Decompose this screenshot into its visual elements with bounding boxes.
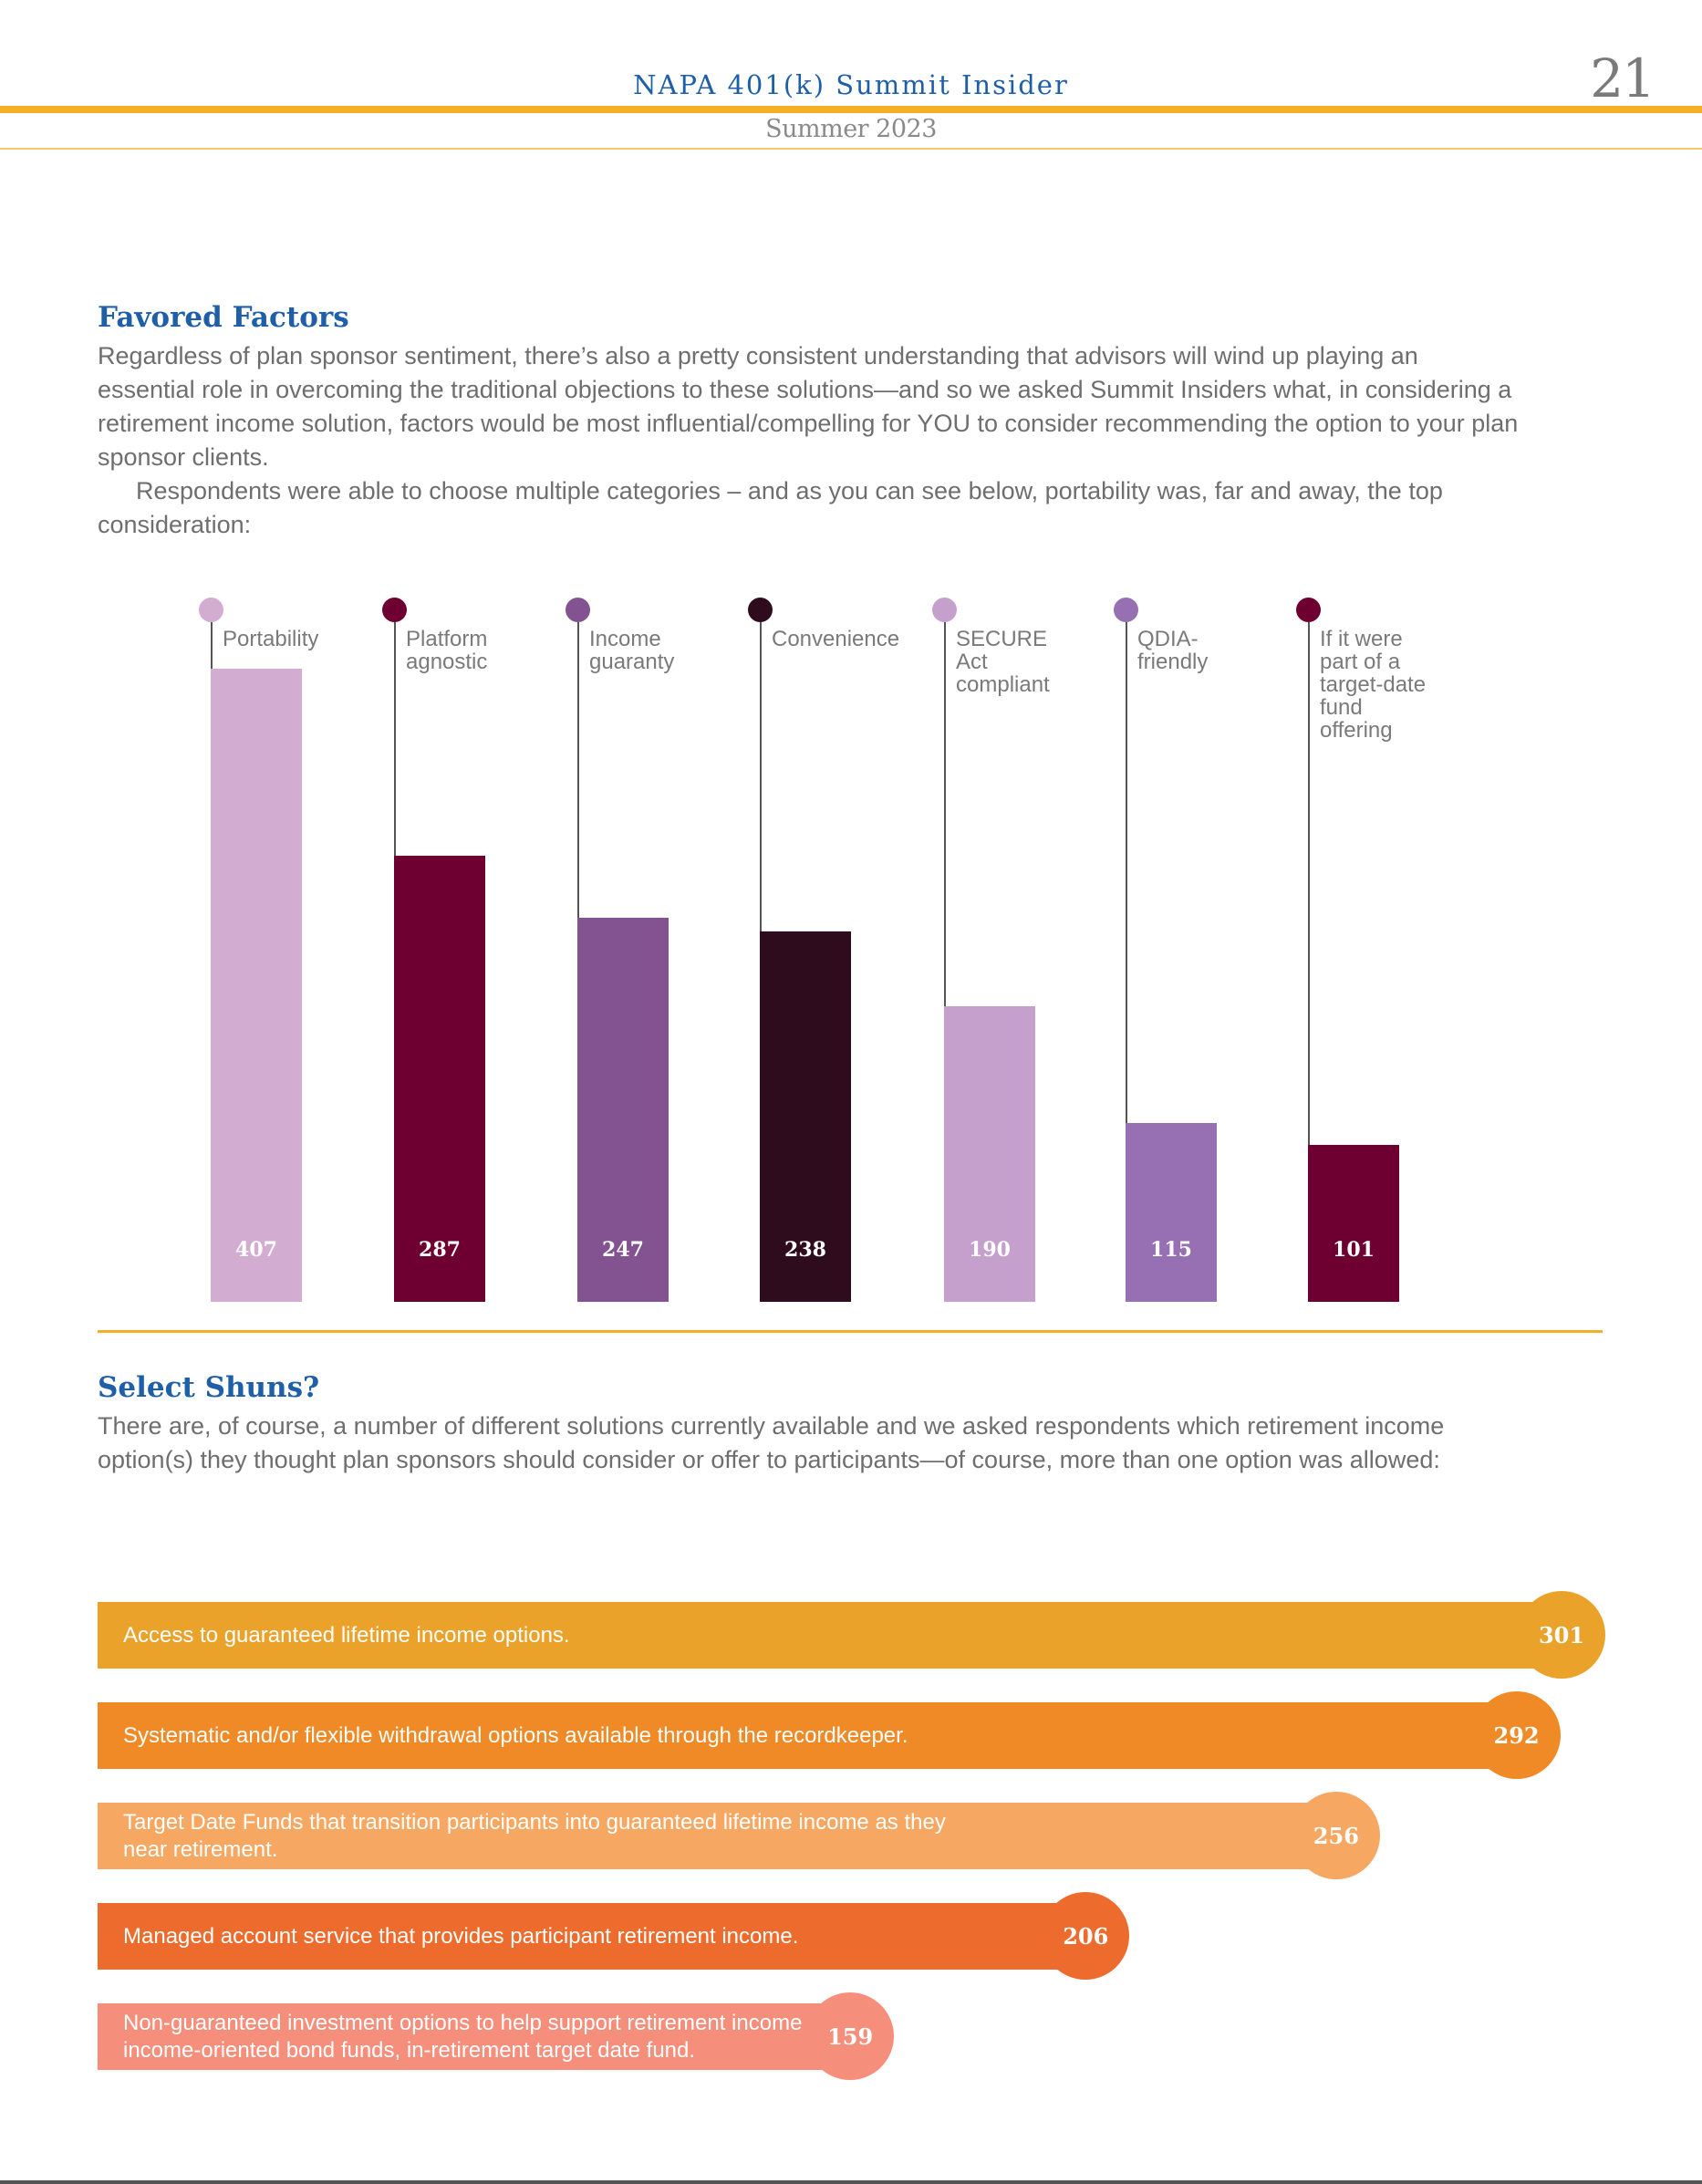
hbar: Non-guaranteed investment options to hel… bbox=[98, 1992, 987, 2080]
bar-value-label: 238 bbox=[784, 1238, 826, 1262]
section-body-favored-factors: Regardless of plan sponsor sentiment, th… bbox=[98, 339, 1520, 542]
bar bbox=[211, 669, 302, 1302]
bar-leader-line bbox=[944, 622, 946, 1302]
hbar-category-label: Managed account service that provides pa… bbox=[123, 1923, 799, 1949]
bar-leader-line bbox=[1126, 622, 1127, 1302]
bar-category-label: SECURE Act compliant bbox=[956, 627, 1050, 697]
issue-label: Summer 2023 bbox=[765, 115, 937, 143]
bar-value-label: 247 bbox=[602, 1238, 644, 1262]
bar-marker-dot bbox=[748, 598, 773, 622]
bar bbox=[1308, 1144, 1399, 1302]
page-bottom-rule bbox=[0, 2180, 1702, 2184]
hbar: Target Date Funds that transition partic… bbox=[98, 1792, 1380, 1879]
section-divider bbox=[98, 1330, 1603, 1333]
bar-category-label: Portability bbox=[223, 627, 319, 651]
bar bbox=[394, 855, 485, 1302]
hbar-value-badge: 301 bbox=[1518, 1591, 1605, 1679]
hbar-category-label: Access to guaranteed lifetime income opt… bbox=[123, 1622, 570, 1648]
publication-title: NAPA 401(k) Summit Insider bbox=[633, 69, 1069, 100]
bar-marker-dot bbox=[1114, 598, 1138, 622]
section-heading-select-shuns: Select Shuns? bbox=[98, 1371, 320, 1404]
bar-value-label: 101 bbox=[1333, 1238, 1375, 1262]
section-body-select-shuns: There are, of course, a number of differ… bbox=[98, 1409, 1520, 1477]
bar-value-label: 287 bbox=[419, 1238, 461, 1262]
bar-marker-dot bbox=[199, 598, 223, 622]
hbar-category-label: Systematic and/or flexible withdrawal op… bbox=[123, 1722, 908, 1748]
bar-value-label: 407 bbox=[235, 1238, 277, 1262]
bar-leader-line bbox=[1308, 622, 1310, 1302]
header-subrule bbox=[0, 148, 1702, 150]
hbar: Systematic and/or flexible withdrawal op… bbox=[98, 1691, 1561, 1779]
section-heading-favored-factors: Favored Factors bbox=[98, 301, 349, 334]
paragraph: There are, of course, a number of differ… bbox=[98, 1412, 1445, 1473]
bar-category-label: If it were part of a target-date fund of… bbox=[1320, 627, 1427, 743]
hbar-value-badge: 159 bbox=[806, 1992, 895, 2080]
bar bbox=[577, 917, 669, 1302]
paragraph: Regardless of plan sponsor sentiment, th… bbox=[98, 342, 1519, 471]
bar-category-label: Income guaranty bbox=[589, 627, 675, 674]
bar-value-label: 190 bbox=[969, 1238, 1011, 1262]
bar-marker-dot bbox=[566, 598, 590, 622]
hbar-value-badge: 206 bbox=[1042, 1892, 1130, 1980]
bar bbox=[944, 1006, 1035, 1302]
bar-marker-dot bbox=[1296, 598, 1321, 622]
bar-category-label: Platform agnostic bbox=[406, 627, 488, 674]
bar-marker-dot bbox=[932, 598, 957, 622]
bar bbox=[1126, 1122, 1217, 1302]
bar-value-label: 115 bbox=[1150, 1238, 1192, 1262]
hbar-category-label: Target Date Funds that transition partic… bbox=[123, 1809, 946, 1862]
header-rule bbox=[0, 106, 1702, 113]
hbar: Managed account service that provides pa… bbox=[98, 1892, 1130, 1980]
bar-category-label: Convenience bbox=[772, 627, 900, 651]
hbar-value-badge: 292 bbox=[1472, 1691, 1561, 1779]
bar bbox=[760, 931, 851, 1302]
hbar-value-badge: 256 bbox=[1292, 1792, 1380, 1879]
paragraph: Respondents were able to choose multiple… bbox=[98, 477, 1443, 538]
bar-category-label: QDIA-friendly bbox=[1137, 627, 1209, 674]
bar-marker-dot bbox=[382, 598, 407, 622]
hbar: Access to guaranteed lifetime income opt… bbox=[98, 1591, 1605, 1679]
page-number: 21 bbox=[1590, 47, 1655, 109]
